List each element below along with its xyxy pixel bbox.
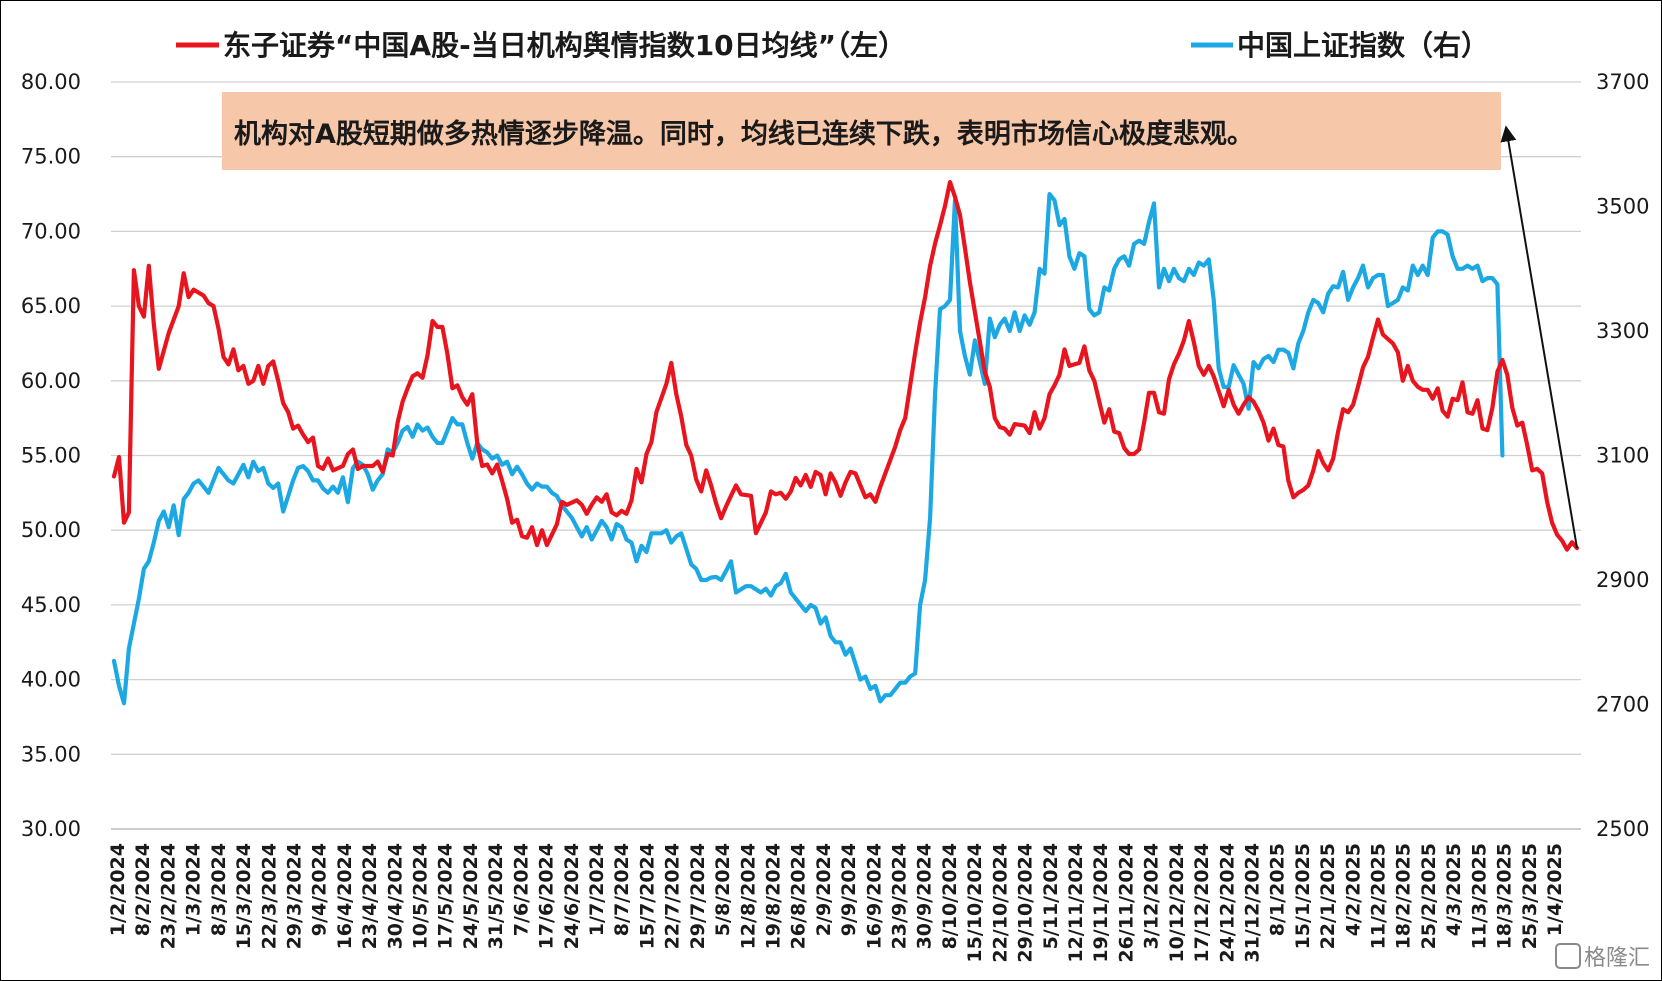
x-tick-label: 29/10/2024 bbox=[1015, 843, 1037, 963]
right-tick-label: 2700 bbox=[1596, 693, 1649, 717]
x-tick-label: 4/3/2025 bbox=[1443, 843, 1465, 936]
x-tick-label: 1/4/2025 bbox=[1544, 843, 1566, 936]
x-tick-label: 9/9/2024 bbox=[838, 843, 860, 936]
x-tick-label: 17/6/2024 bbox=[536, 843, 558, 949]
x-tick-label: 8/10/2024 bbox=[939, 843, 961, 949]
x-tick-label: 23/9/2024 bbox=[889, 843, 911, 949]
x-tick-label: 23/4/2024 bbox=[359, 843, 381, 949]
x-tick-label: 2/9/2024 bbox=[813, 843, 835, 936]
x-tick-label: 15/3/2024 bbox=[233, 843, 255, 949]
x-tick-label: 4/2/2025 bbox=[1342, 843, 1364, 936]
x-tick-label: 5/11/2024 bbox=[1040, 843, 1062, 949]
x-tick-label: 12/8/2024 bbox=[737, 843, 759, 949]
right-tick-label: 2900 bbox=[1596, 568, 1649, 592]
annotation-text: 机构对A股短期做多热情逐步降温。同时，均线已连续下跌，表明市场信心极度悲观。 bbox=[234, 118, 1254, 150]
left-tick-label: 50.00 bbox=[21, 518, 81, 542]
x-tick-label: 29/3/2024 bbox=[283, 843, 305, 949]
x-tick-label: 15/10/2024 bbox=[964, 843, 986, 963]
x-tick-label: 25/3/2025 bbox=[1519, 843, 1541, 949]
x-tick-label: 24/6/2024 bbox=[561, 843, 583, 949]
x-tick-label: 22/10/2024 bbox=[989, 843, 1011, 963]
annotation-box: 机构对A股短期做多热情逐步降温。同时，均线已连续下跌，表明市场信心极度悲观。 bbox=[222, 92, 1501, 170]
left-tick-label: 65.00 bbox=[21, 294, 81, 318]
annotation-background bbox=[222, 92, 1501, 170]
right-tick-label: 3300 bbox=[1596, 319, 1649, 343]
x-tick-label: 9/4/2024 bbox=[309, 843, 331, 936]
left-tick-label: 70.00 bbox=[21, 219, 81, 243]
x-tick-label: 31/5/2024 bbox=[485, 843, 507, 949]
x-tick-label: 10/5/2024 bbox=[410, 843, 432, 949]
x-tick-label: 8/7/2024 bbox=[611, 843, 633, 936]
x-tick-label: 17/12/2024 bbox=[1191, 843, 1213, 963]
x-tick-label: 25/2/2025 bbox=[1418, 843, 1440, 949]
x-tick-label: 16/9/2024 bbox=[863, 843, 885, 949]
right-tick-label: 3500 bbox=[1596, 195, 1649, 219]
x-tick-label: 12/11/2024 bbox=[1065, 843, 1087, 963]
left-axis: 30.00 35.00 40.00 45.00 50.00 55.00 60.00 65.00… bbox=[21, 70, 81, 841]
x-tick-label: 24/12/2024 bbox=[1216, 843, 1238, 963]
legend-label-sentiment: 东子证券“中国A股-当日机构舆情指数10日均线”（左） bbox=[223, 29, 906, 62]
legend: 东子证券“中国A股-当日机构舆情指数10日均线”（左） 中国上证指数（右） bbox=[176, 29, 1489, 62]
x-tick-label: 29/7/2024 bbox=[687, 843, 709, 949]
x-tick-label: 22/1/2025 bbox=[1317, 843, 1339, 949]
left-tick-label: 35.00 bbox=[21, 742, 81, 766]
right-tick-label: 3700 bbox=[1596, 70, 1649, 94]
left-tick-label: 80.00 bbox=[21, 70, 81, 94]
right-tick-label: 3100 bbox=[1596, 444, 1649, 468]
x-tick-label: 15/7/2024 bbox=[636, 843, 658, 949]
x-tick-label: 11/2/2025 bbox=[1368, 843, 1390, 949]
x-axis: 1/2/2024 8/2/2024 23/2/2024 1/3/2024 8/3/202… bbox=[107, 843, 1566, 963]
watermark-text: 格隆汇 bbox=[1584, 946, 1650, 971]
annotation-arrow bbox=[1500, 125, 1578, 549]
x-tick-label: 5/8/2024 bbox=[712, 843, 734, 936]
left-tick-label: 30.00 bbox=[21, 817, 81, 841]
left-tick-label: 45.00 bbox=[21, 593, 81, 617]
x-tick-label: 19/8/2024 bbox=[762, 843, 784, 949]
x-tick-label: 8/1/2025 bbox=[1267, 843, 1289, 936]
x-tick-label: 24/5/2024 bbox=[460, 843, 482, 949]
x-tick-label: 19/11/2024 bbox=[1090, 843, 1112, 963]
x-tick-label: 22/3/2024 bbox=[258, 843, 280, 949]
grid-lines bbox=[111, 81, 1581, 830]
series-index-line bbox=[111, 192, 1505, 706]
left-tick-label: 60.00 bbox=[21, 369, 81, 393]
x-tick-label: 10/12/2024 bbox=[1166, 843, 1188, 963]
series-layer bbox=[111, 180, 1580, 706]
x-tick-label: 1/7/2024 bbox=[586, 843, 608, 936]
x-tick-label: 31/12/2024 bbox=[1241, 843, 1263, 963]
series-sentiment-line bbox=[111, 180, 1580, 552]
x-tick-label: 26/8/2024 bbox=[788, 843, 810, 949]
x-tick-label: 30/9/2024 bbox=[914, 843, 936, 949]
x-tick-label: 22/7/2024 bbox=[662, 843, 684, 949]
x-tick-label: 26/11/2024 bbox=[1115, 843, 1137, 963]
right-tick-label: 2500 bbox=[1596, 817, 1649, 841]
x-tick-label: 11/3/2025 bbox=[1468, 843, 1490, 949]
right-axis: 2500 2700 2900 3100 3300 3500 3700 bbox=[1596, 70, 1649, 841]
x-tick-label: 17/5/2024 bbox=[435, 843, 457, 949]
x-tick-label: 3/12/2024 bbox=[1141, 843, 1163, 949]
legend-label-index: 中国上证指数（右） bbox=[1237, 29, 1489, 62]
left-tick-label: 55.00 bbox=[21, 444, 81, 468]
x-tick-label: 1/2/2024 bbox=[107, 843, 129, 936]
x-tick-label: 8/3/2024 bbox=[208, 843, 230, 936]
left-tick-label: 75.00 bbox=[21, 145, 81, 169]
watermark: 格隆汇 bbox=[1555, 943, 1650, 971]
x-tick-label: 1/3/2024 bbox=[183, 843, 205, 936]
x-tick-label: 23/2/2024 bbox=[157, 843, 179, 949]
watermark-logo-icon bbox=[1555, 943, 1581, 969]
x-tick-label: 30/4/2024 bbox=[384, 843, 406, 949]
x-tick-label: 18/2/2025 bbox=[1393, 843, 1415, 949]
x-tick-label: 16/4/2024 bbox=[334, 843, 356, 949]
x-tick-label: 15/1/2025 bbox=[1292, 843, 1314, 949]
left-tick-label: 40.00 bbox=[21, 668, 81, 692]
x-tick-label: 7/6/2024 bbox=[510, 843, 532, 936]
x-tick-label: 8/2/2024 bbox=[132, 843, 154, 936]
x-tick-label: 18/3/2025 bbox=[1494, 843, 1516, 949]
